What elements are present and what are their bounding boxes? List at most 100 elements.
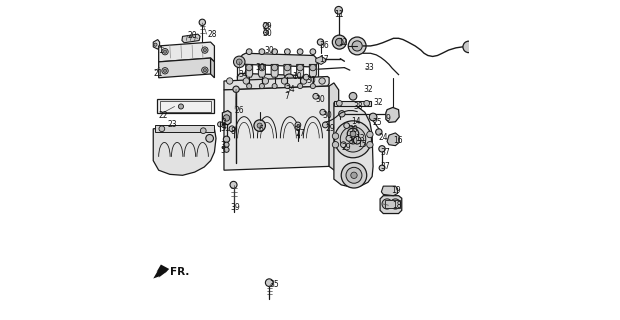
Polygon shape bbox=[284, 64, 291, 77]
Circle shape bbox=[179, 104, 184, 109]
Text: 30: 30 bbox=[306, 76, 316, 85]
Polygon shape bbox=[237, 73, 318, 87]
Text: 2: 2 bbox=[221, 118, 226, 127]
Text: 24: 24 bbox=[378, 133, 388, 142]
Polygon shape bbox=[211, 58, 215, 78]
Circle shape bbox=[350, 131, 356, 137]
Circle shape bbox=[281, 78, 288, 84]
Circle shape bbox=[309, 64, 316, 71]
Circle shape bbox=[343, 123, 350, 128]
Text: 21: 21 bbox=[154, 69, 164, 78]
Polygon shape bbox=[387, 133, 399, 146]
Circle shape bbox=[341, 163, 366, 188]
Circle shape bbox=[272, 84, 277, 89]
Circle shape bbox=[243, 78, 249, 84]
Circle shape bbox=[164, 50, 167, 53]
Circle shape bbox=[366, 141, 373, 148]
Circle shape bbox=[353, 136, 361, 144]
Text: 20: 20 bbox=[187, 31, 197, 40]
Circle shape bbox=[164, 69, 167, 72]
Text: FR.: FR. bbox=[170, 267, 190, 276]
Text: 29: 29 bbox=[342, 143, 352, 152]
Text: 9: 9 bbox=[386, 114, 391, 123]
Polygon shape bbox=[159, 42, 215, 62]
Text: 37: 37 bbox=[380, 148, 390, 156]
Text: 32: 32 bbox=[374, 98, 383, 107]
Text: 30: 30 bbox=[316, 95, 326, 104]
Circle shape bbox=[259, 64, 265, 71]
Bar bbox=[154, 125, 215, 132]
Polygon shape bbox=[316, 56, 326, 64]
Text: 18: 18 bbox=[392, 201, 402, 210]
Circle shape bbox=[347, 128, 359, 140]
Text: 13: 13 bbox=[355, 134, 365, 143]
Text: 30: 30 bbox=[323, 111, 332, 120]
Circle shape bbox=[296, 126, 300, 130]
Circle shape bbox=[391, 199, 401, 209]
Text: 29: 29 bbox=[262, 22, 272, 31]
Circle shape bbox=[224, 147, 229, 152]
Polygon shape bbox=[334, 103, 373, 187]
Circle shape bbox=[259, 84, 265, 89]
Polygon shape bbox=[224, 86, 329, 170]
Circle shape bbox=[335, 121, 371, 158]
Text: 4: 4 bbox=[222, 122, 227, 131]
Text: 7: 7 bbox=[284, 92, 289, 101]
Circle shape bbox=[339, 111, 345, 117]
Text: 14: 14 bbox=[352, 117, 361, 126]
Text: 25: 25 bbox=[372, 118, 382, 127]
Polygon shape bbox=[159, 58, 211, 78]
Text: 32: 32 bbox=[363, 85, 373, 94]
Circle shape bbox=[379, 146, 385, 152]
Circle shape bbox=[154, 43, 157, 46]
Polygon shape bbox=[381, 186, 397, 196]
Circle shape bbox=[206, 134, 213, 142]
Text: 33: 33 bbox=[365, 63, 374, 72]
Polygon shape bbox=[153, 125, 216, 175]
Bar bbox=[159, 101, 211, 112]
Text: 19: 19 bbox=[391, 186, 401, 195]
Circle shape bbox=[264, 30, 268, 35]
Text: 30: 30 bbox=[265, 45, 275, 55]
Text: 8: 8 bbox=[296, 124, 301, 133]
Circle shape bbox=[202, 47, 208, 53]
Circle shape bbox=[382, 199, 392, 209]
Circle shape bbox=[199, 19, 205, 26]
Polygon shape bbox=[237, 53, 318, 67]
Circle shape bbox=[159, 126, 165, 132]
Circle shape bbox=[348, 134, 358, 144]
Text: 38: 38 bbox=[353, 102, 363, 111]
Text: 31: 31 bbox=[220, 124, 230, 132]
Circle shape bbox=[223, 115, 229, 121]
Circle shape bbox=[202, 67, 208, 73]
Circle shape bbox=[301, 78, 307, 84]
Text: 29: 29 bbox=[326, 124, 335, 133]
Text: 30: 30 bbox=[256, 63, 265, 72]
Text: 30: 30 bbox=[262, 29, 272, 38]
Circle shape bbox=[247, 84, 252, 89]
Text: 8: 8 bbox=[231, 127, 236, 136]
Circle shape bbox=[259, 49, 265, 54]
Circle shape bbox=[310, 49, 316, 54]
Circle shape bbox=[346, 167, 362, 183]
Circle shape bbox=[284, 64, 291, 71]
Text: 27: 27 bbox=[296, 129, 305, 138]
Polygon shape bbox=[380, 196, 402, 213]
Circle shape bbox=[349, 92, 357, 100]
Text: 39: 39 bbox=[231, 203, 240, 212]
Circle shape bbox=[297, 64, 303, 71]
Circle shape bbox=[229, 126, 235, 132]
Circle shape bbox=[162, 68, 168, 74]
Circle shape bbox=[313, 93, 319, 99]
Circle shape bbox=[317, 39, 324, 45]
Circle shape bbox=[297, 49, 303, 54]
Text: 3: 3 bbox=[220, 141, 225, 150]
Circle shape bbox=[364, 100, 370, 106]
Circle shape bbox=[335, 6, 342, 14]
Text: 12: 12 bbox=[338, 38, 348, 47]
Circle shape bbox=[263, 23, 269, 28]
Circle shape bbox=[272, 49, 278, 54]
Circle shape bbox=[298, 84, 303, 89]
Circle shape bbox=[319, 78, 326, 84]
Circle shape bbox=[257, 123, 262, 128]
